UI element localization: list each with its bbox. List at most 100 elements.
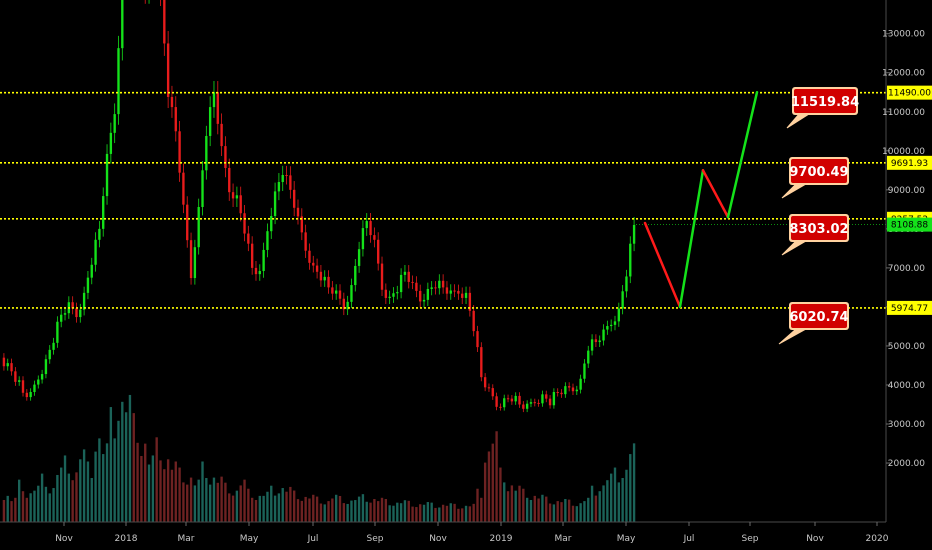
candle-body — [304, 232, 307, 251]
volume-bar — [430, 502, 433, 522]
price-callout: 6020.74 — [778, 302, 849, 345]
candle-body — [25, 392, 29, 398]
candle-body — [2, 357, 6, 367]
candle-body — [189, 240, 193, 279]
volume-bar — [235, 490, 239, 522]
candle-body — [52, 342, 55, 350]
volume-bar — [258, 495, 261, 522]
candle-body — [300, 216, 303, 233]
volume-bar — [67, 473, 71, 522]
volume-bar — [606, 480, 609, 522]
volume-bar — [522, 488, 525, 522]
volume-bar — [491, 443, 494, 522]
candle-body — [354, 265, 357, 286]
volume-bar — [220, 476, 223, 522]
candle-body — [86, 277, 90, 293]
price-callouts: 11519.84 9700.49 8303.02 6020.74 — [778, 87, 859, 345]
price-callout: 9700.49 — [781, 157, 849, 199]
callout-label: 6020.74 — [789, 310, 848, 325]
candlesticks — [2, 0, 636, 413]
candle-body — [480, 347, 483, 378]
volume-bar — [113, 438, 116, 522]
volume-bar — [109, 407, 113, 522]
candle-body — [113, 114, 116, 133]
x-tick-label: Nov — [429, 534, 447, 544]
candle-body — [98, 228, 101, 240]
candle-body — [75, 308, 78, 318]
candle-body — [537, 402, 540, 404]
volume-bar — [335, 494, 338, 522]
volume-bar — [567, 499, 571, 522]
candle-body — [594, 339, 598, 343]
candle-body — [548, 398, 552, 406]
y-tick-label: 9000.00 — [888, 186, 925, 196]
level-tag-label: 5974.77 — [891, 304, 928, 314]
candle-body — [522, 404, 525, 409]
candle-body — [18, 380, 21, 382]
candle-body — [29, 392, 32, 398]
candle-body — [170, 96, 174, 108]
candle-body — [483, 377, 487, 388]
volume-bar — [503, 482, 506, 522]
volume-bar — [63, 455, 67, 522]
volume-bar — [609, 473, 613, 522]
candle-body — [37, 379, 40, 385]
candle-body — [476, 331, 479, 348]
volume-bar — [594, 495, 598, 522]
volume-bar — [357, 496, 361, 522]
projection-up-leg — [726, 91, 759, 219]
x-tick-label: May — [240, 534, 259, 544]
volume-bar — [25, 497, 29, 522]
candle-body — [250, 243, 254, 268]
x-tick-label: Mar — [555, 534, 572, 544]
volume-bar — [90, 478, 93, 522]
x-tick-label: Mar — [178, 534, 195, 544]
candle-body — [571, 387, 575, 392]
volume-bar — [186, 484, 189, 522]
volume-bar — [552, 504, 556, 522]
candle-body — [212, 92, 216, 108]
candle-body — [392, 293, 395, 297]
volume-bar — [506, 491, 510, 522]
level-tag-label: 9691.93 — [891, 159, 928, 169]
candle-body — [621, 291, 624, 309]
volume-bar — [338, 495, 342, 522]
volume-bar — [140, 456, 143, 522]
candle-body — [468, 292, 472, 311]
volume-bar — [231, 495, 235, 522]
volume-bar — [71, 480, 74, 522]
volume-bar — [197, 479, 200, 522]
volume-bar — [224, 482, 227, 522]
projection-path — [643, 91, 759, 309]
volume-bar — [174, 461, 177, 522]
candle-body — [377, 239, 380, 264]
candle-body — [579, 378, 582, 390]
candle-body — [629, 243, 632, 277]
x-tick-label: Nov — [55, 534, 73, 544]
candle-body — [308, 250, 311, 263]
y-tick-label: 14000.00 — [882, 0, 925, 1]
volume-bar — [296, 499, 300, 522]
volume-bar — [495, 431, 498, 522]
volume-bar — [480, 497, 483, 522]
candle-body — [243, 213, 246, 234]
candle-body — [109, 132, 113, 154]
volume-bar — [40, 473, 44, 522]
candle-body — [632, 224, 636, 244]
volume-bar — [315, 496, 319, 522]
projection-up-leg — [678, 169, 705, 309]
time-axis[interactable]: Nov 2018 Mar May Jul Sep Nov 2019 Mar May Jul Sep No… — [55, 522, 889, 544]
candle-body — [247, 233, 250, 244]
candle-body — [33, 384, 36, 393]
volume-bar — [216, 482, 219, 522]
candle-body — [166, 43, 170, 97]
x-tick-label: 2019 — [490, 534, 513, 544]
candle-body — [281, 174, 284, 183]
x-tick-label: Sep — [367, 534, 384, 544]
volume-bar — [300, 500, 303, 522]
volume-bar — [441, 504, 445, 522]
volume-bar — [564, 499, 567, 522]
candle-body — [63, 313, 67, 315]
volume-bar — [94, 451, 97, 522]
